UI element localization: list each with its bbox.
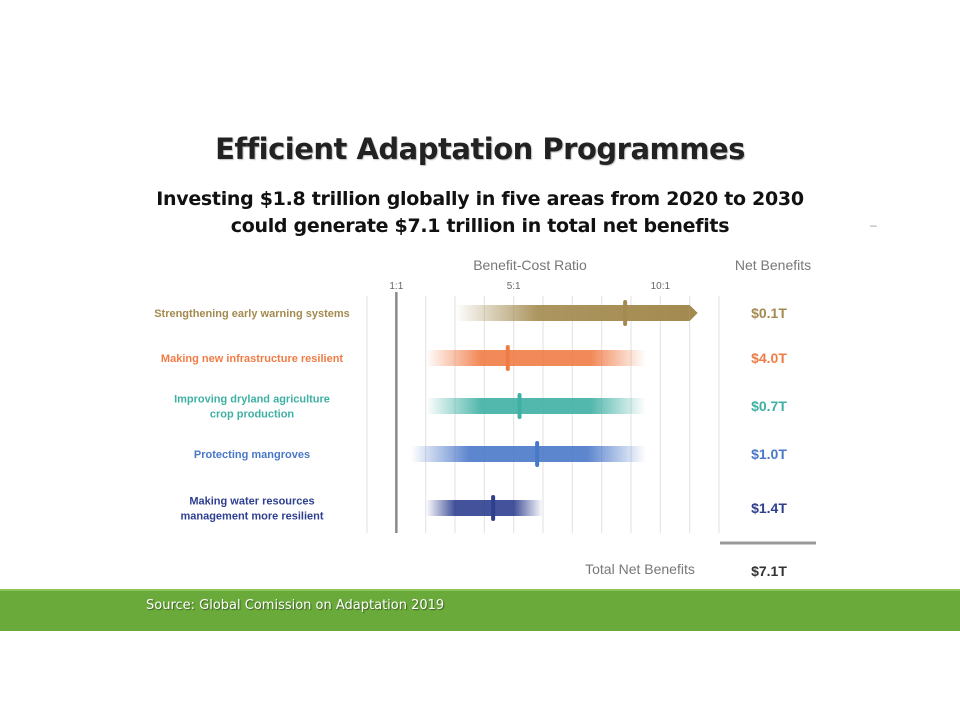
tick-label: 10:1 — [651, 281, 671, 292]
range-bar — [425, 500, 543, 516]
range-bar — [455, 305, 690, 321]
slide-subtitle: Investing $1.8 trillion globally in five… — [0, 186, 960, 240]
category-label: Making water resources — [189, 496, 314, 508]
net-benefit-value: $0.1T — [751, 305, 787, 321]
net-benefit-value: $0.7T — [751, 398, 787, 414]
ratio-marker — [491, 495, 496, 521]
category-label: Improving dryland agriculture — [174, 394, 330, 406]
total-value: $7.1T — [751, 563, 787, 579]
category-label: Making new infrastructure resilient — [161, 353, 343, 365]
net-benefits-header: Net Benefits — [735, 257, 811, 273]
ratio-marker — [505, 345, 510, 371]
category-label: Protecting mangroves — [194, 449, 310, 461]
net-benefit-value: $1.4T — [751, 500, 787, 516]
category-label: management more resilient — [180, 511, 323, 523]
ratio-marker — [535, 441, 540, 467]
net-benefit-value: $1.0T — [751, 446, 787, 462]
category-label: Strengthening early warning systems — [154, 308, 350, 320]
range-bar — [425, 398, 646, 414]
subtitle-line-1: Investing $1.8 trillion globally in five… — [156, 188, 804, 210]
slide-title: Efficient Adaptation Programmes — [215, 132, 745, 166]
range-bar — [411, 446, 646, 462]
benefit-cost-chart: Benefit-Cost Ratio 1:1 5:1 10:1 Net Benefits… — [154, 257, 816, 579]
tick-label: 5:1 — [507, 281, 521, 292]
footer-bar — [0, 589, 960, 631]
total-label: Total Net Benefits — [585, 561, 695, 577]
ratio-marker — [517, 393, 522, 419]
tick-label: 1:1 — [389, 281, 403, 292]
net-benefit-value: $4.0T — [751, 350, 787, 366]
subtitle-line-2: could generate $7.1 trillion in total ne… — [230, 215, 730, 237]
source-note: Source: Global Comission on Adaptation 2… — [146, 598, 445, 613]
x-axis-title: Benefit-Cost Ratio — [473, 257, 587, 273]
category-label: crop production — [210, 409, 295, 421]
arrow-head — [689, 305, 698, 321]
range-bar — [425, 350, 646, 366]
dash-mark: – — [870, 218, 877, 232]
ratio-marker — [623, 300, 628, 326]
